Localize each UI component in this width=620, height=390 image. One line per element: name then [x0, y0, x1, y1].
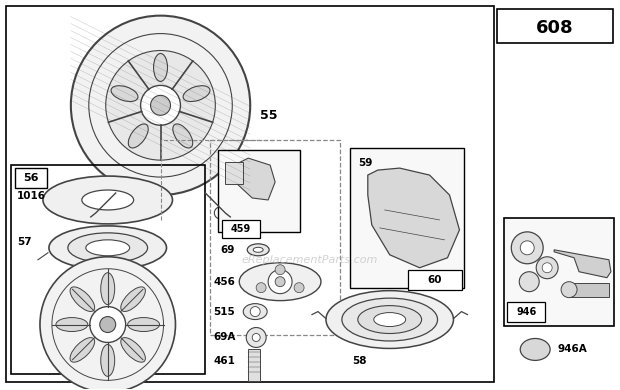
- Text: eReplacementParts.com: eReplacementParts.com: [242, 255, 378, 265]
- Ellipse shape: [243, 303, 267, 319]
- Ellipse shape: [183, 86, 210, 101]
- Text: 946: 946: [516, 307, 536, 317]
- Polygon shape: [368, 168, 459, 268]
- Text: 946A: 946A: [557, 344, 587, 355]
- Ellipse shape: [121, 338, 146, 362]
- Ellipse shape: [374, 312, 405, 326]
- Circle shape: [252, 333, 260, 342]
- Text: 69: 69: [220, 245, 235, 255]
- Text: 56: 56: [23, 173, 38, 183]
- Text: 69A: 69A: [213, 333, 236, 342]
- Ellipse shape: [128, 317, 159, 332]
- Circle shape: [100, 317, 116, 333]
- Circle shape: [250, 307, 260, 317]
- Ellipse shape: [82, 190, 134, 210]
- Bar: [6, 6, 494, 382]
- Ellipse shape: [173, 124, 193, 148]
- Polygon shape: [238, 158, 275, 200]
- Bar: [210, 140, 340, 335]
- Polygon shape: [554, 250, 611, 278]
- Text: 515: 515: [213, 307, 235, 317]
- Circle shape: [95, 207, 107, 219]
- Ellipse shape: [121, 287, 146, 312]
- Bar: [569, 283, 609, 297]
- Ellipse shape: [154, 53, 167, 82]
- Ellipse shape: [70, 338, 95, 362]
- Circle shape: [542, 263, 552, 273]
- Ellipse shape: [86, 240, 130, 256]
- Text: 59: 59: [358, 158, 372, 168]
- Ellipse shape: [70, 287, 95, 312]
- Ellipse shape: [326, 291, 453, 348]
- Ellipse shape: [111, 86, 138, 101]
- Bar: [408, 270, 463, 290]
- Text: 60: 60: [427, 275, 442, 285]
- Circle shape: [71, 16, 250, 195]
- Text: 57: 57: [17, 237, 32, 247]
- Ellipse shape: [520, 339, 550, 360]
- Bar: [225, 162, 243, 184]
- Circle shape: [275, 265, 285, 275]
- Bar: [507, 301, 545, 321]
- Ellipse shape: [68, 233, 148, 263]
- Ellipse shape: [358, 306, 422, 333]
- Ellipse shape: [100, 344, 115, 376]
- Ellipse shape: [43, 176, 172, 224]
- Text: 459: 459: [231, 224, 251, 234]
- Text: 1016: 1016: [17, 191, 46, 201]
- Circle shape: [246, 328, 266, 347]
- Ellipse shape: [56, 317, 88, 332]
- Ellipse shape: [49, 226, 167, 270]
- Circle shape: [90, 307, 126, 342]
- Ellipse shape: [239, 263, 321, 301]
- Ellipse shape: [247, 244, 269, 256]
- Bar: [350, 148, 464, 288]
- Circle shape: [106, 51, 215, 160]
- Text: 55: 55: [260, 109, 278, 122]
- Ellipse shape: [342, 298, 438, 341]
- Circle shape: [536, 257, 558, 279]
- Circle shape: [151, 96, 170, 115]
- Text: 461: 461: [213, 356, 235, 367]
- Bar: [218, 150, 300, 232]
- Bar: [248, 349, 260, 381]
- Text: 456: 456: [213, 277, 235, 287]
- Bar: [11, 165, 205, 374]
- Ellipse shape: [128, 124, 148, 148]
- Circle shape: [512, 232, 543, 264]
- Circle shape: [520, 241, 534, 255]
- Ellipse shape: [100, 273, 115, 305]
- Circle shape: [256, 283, 266, 292]
- Circle shape: [294, 283, 304, 292]
- Circle shape: [561, 282, 577, 298]
- Circle shape: [141, 85, 180, 125]
- Circle shape: [268, 270, 292, 294]
- Ellipse shape: [253, 247, 263, 252]
- Bar: [15, 168, 47, 188]
- Circle shape: [520, 272, 539, 292]
- Circle shape: [275, 277, 285, 287]
- Text: 608: 608: [536, 19, 574, 37]
- Circle shape: [40, 257, 175, 390]
- Text: 58: 58: [353, 356, 367, 367]
- Bar: [223, 220, 260, 238]
- Circle shape: [215, 207, 226, 219]
- Bar: [497, 9, 613, 43]
- Bar: [504, 218, 614, 326]
